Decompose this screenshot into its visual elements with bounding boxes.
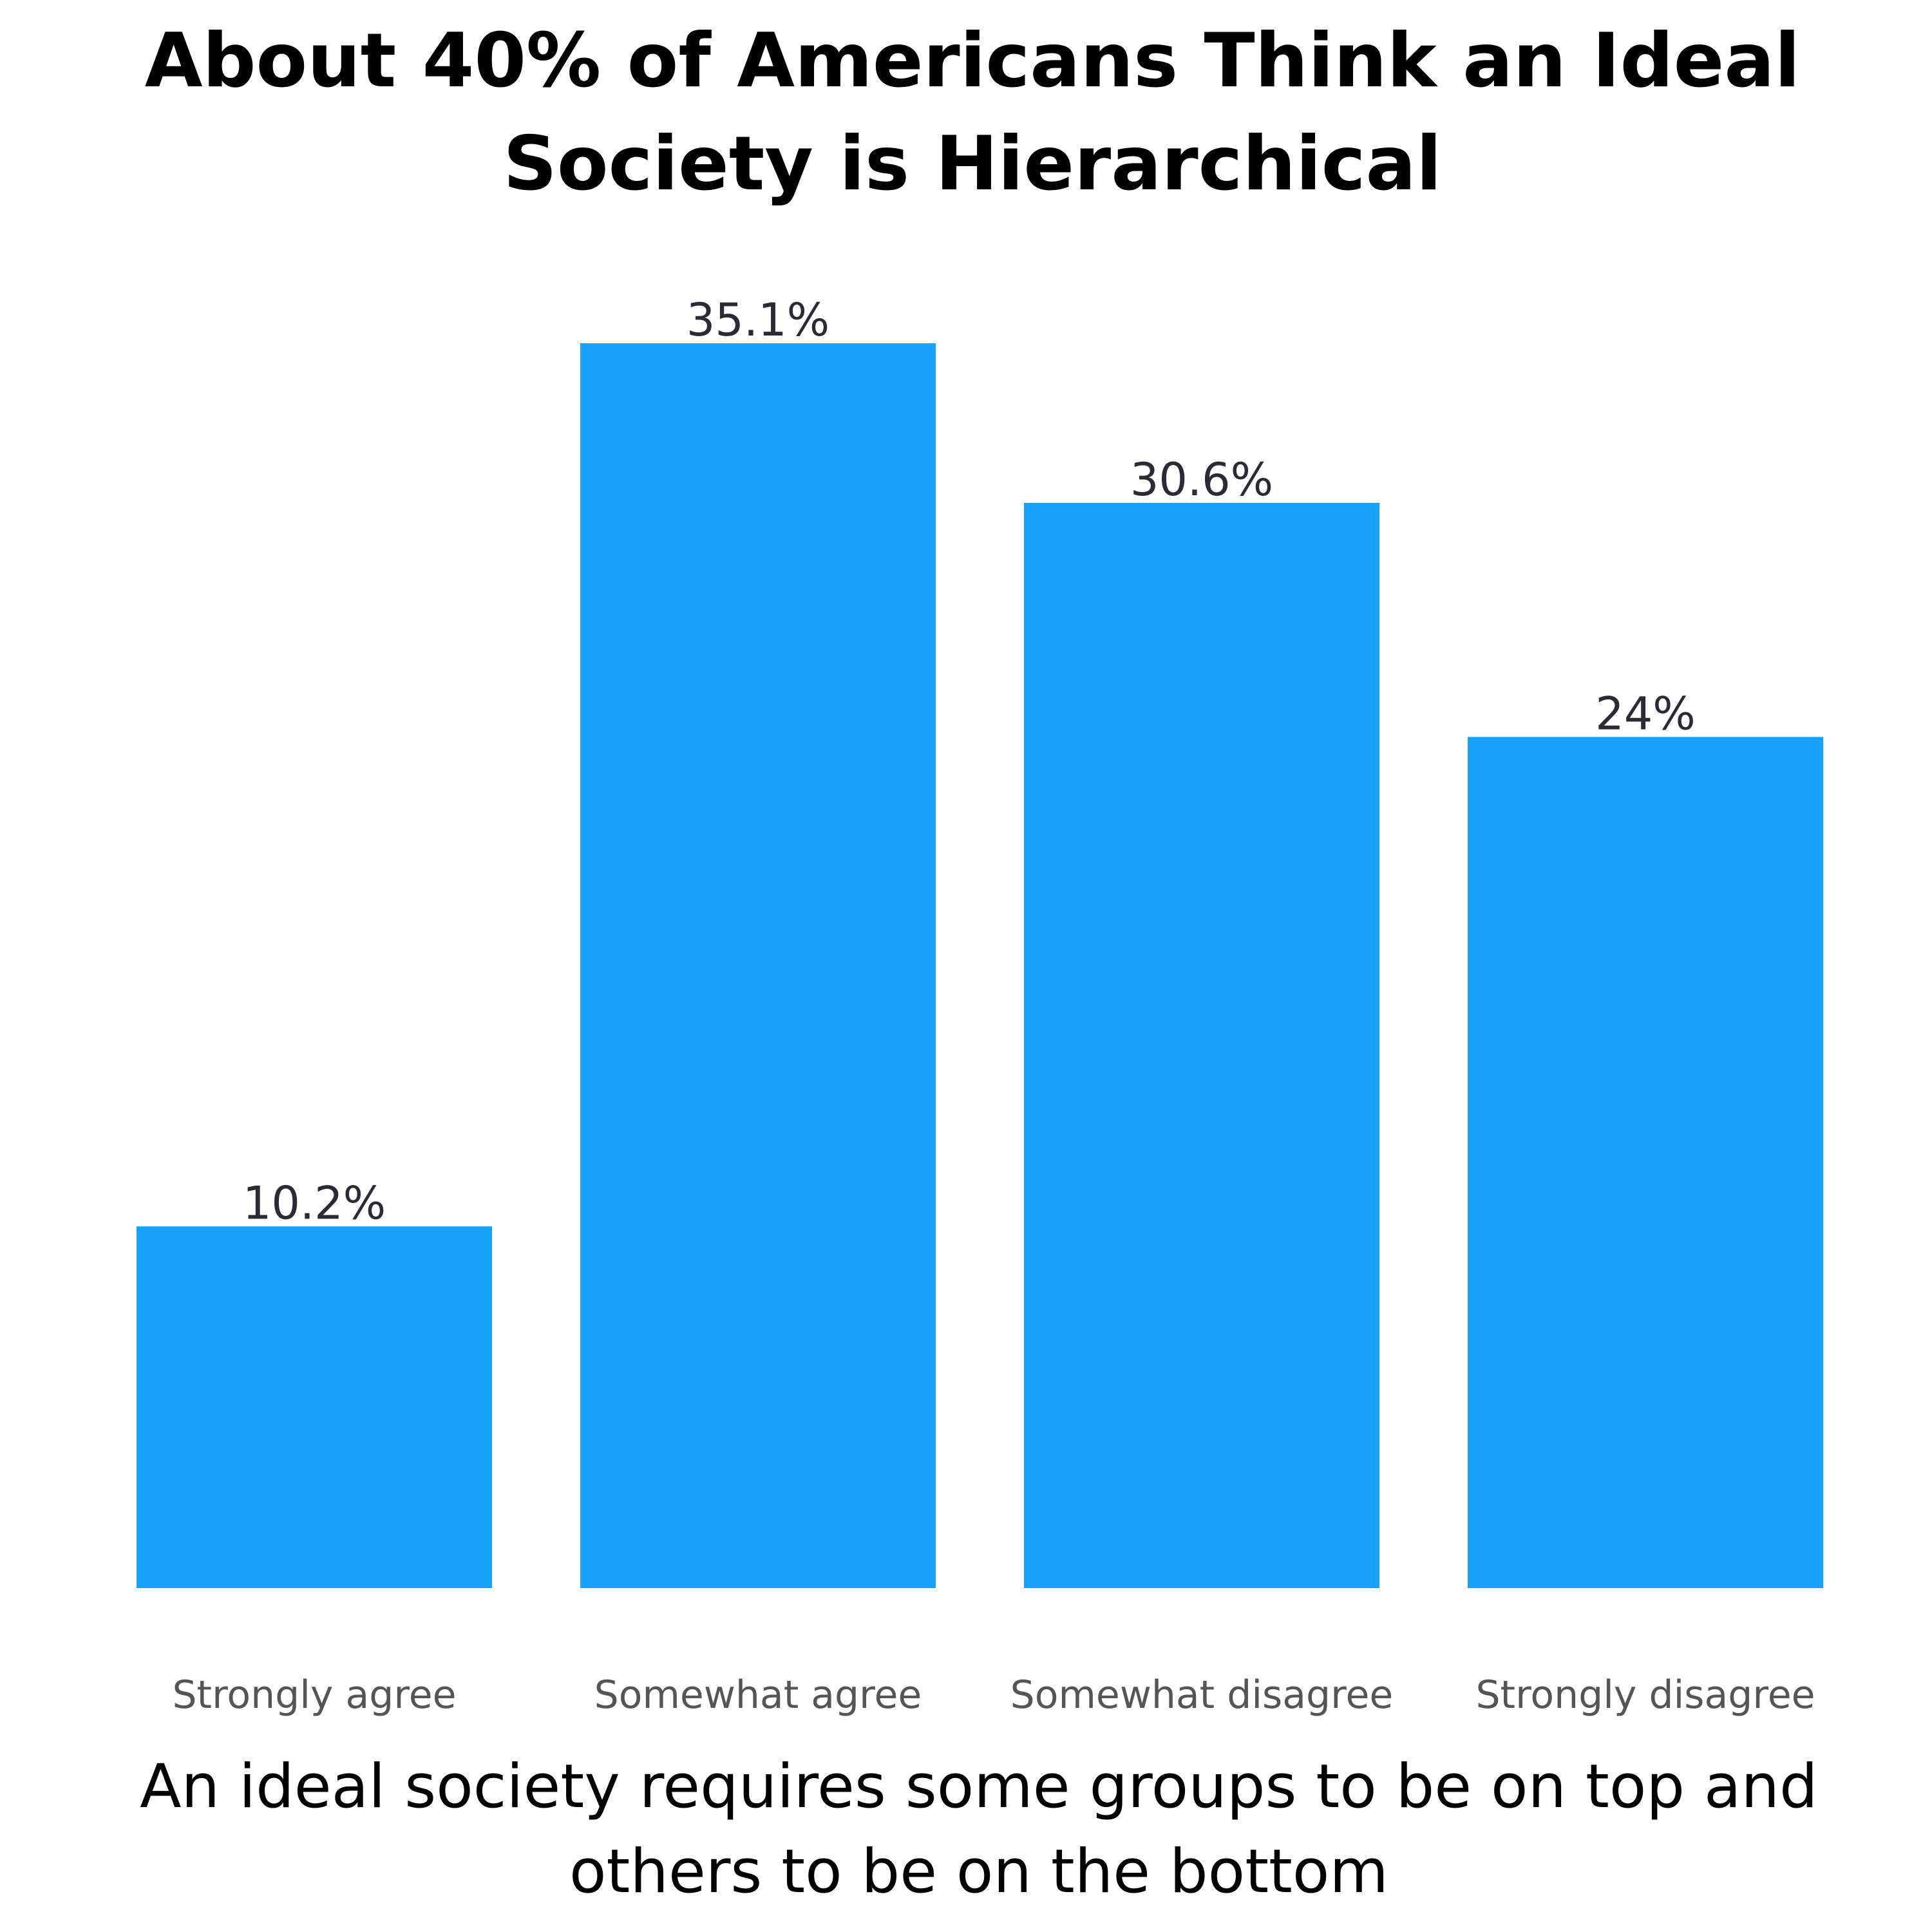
value-label-2: 35.1%: [687, 294, 829, 346]
x-tick-label-2: Somewhat agree: [594, 1672, 922, 1718]
bar-4: [1468, 737, 1823, 1588]
bar-1: [137, 1226, 492, 1588]
x-axis-label-line-2: others to be on the bottom: [569, 1837, 1388, 1907]
value-label-4: 24%: [1595, 687, 1696, 740]
bar-2: [580, 343, 936, 1588]
value-label-3: 30.6%: [1130, 453, 1273, 506]
x-tick-labels: Strongly agree Somewhat agree Somewhat dis…: [172, 1672, 1815, 1718]
chart-title: About 40% of Americans Think an Ideal So…: [145, 17, 1801, 207]
bar-3: [1024, 502, 1379, 1588]
chart-title-line-1: About 40% of Americans Think an Ideal: [145, 17, 1801, 104]
x-tick-label-3: Somewhat disagree: [1010, 1672, 1394, 1718]
x-axis-label-line-1: An ideal society requires some groups to…: [140, 1752, 1817, 1822]
value-label-1: 10.2%: [243, 1177, 386, 1229]
x-tick-label-4: Strongly disagree: [1475, 1672, 1815, 1718]
chart-title-line-2: Society is Hierarchical: [503, 120, 1441, 207]
x-axis-label: An ideal society requires some groups to…: [140, 1752, 1817, 1907]
bars-group: [137, 343, 1823, 1588]
x-tick-label-1: Strongly agree: [172, 1672, 456, 1718]
value-labels-group: 10.2% 35.1% 30.6% 24%: [243, 294, 1696, 1229]
